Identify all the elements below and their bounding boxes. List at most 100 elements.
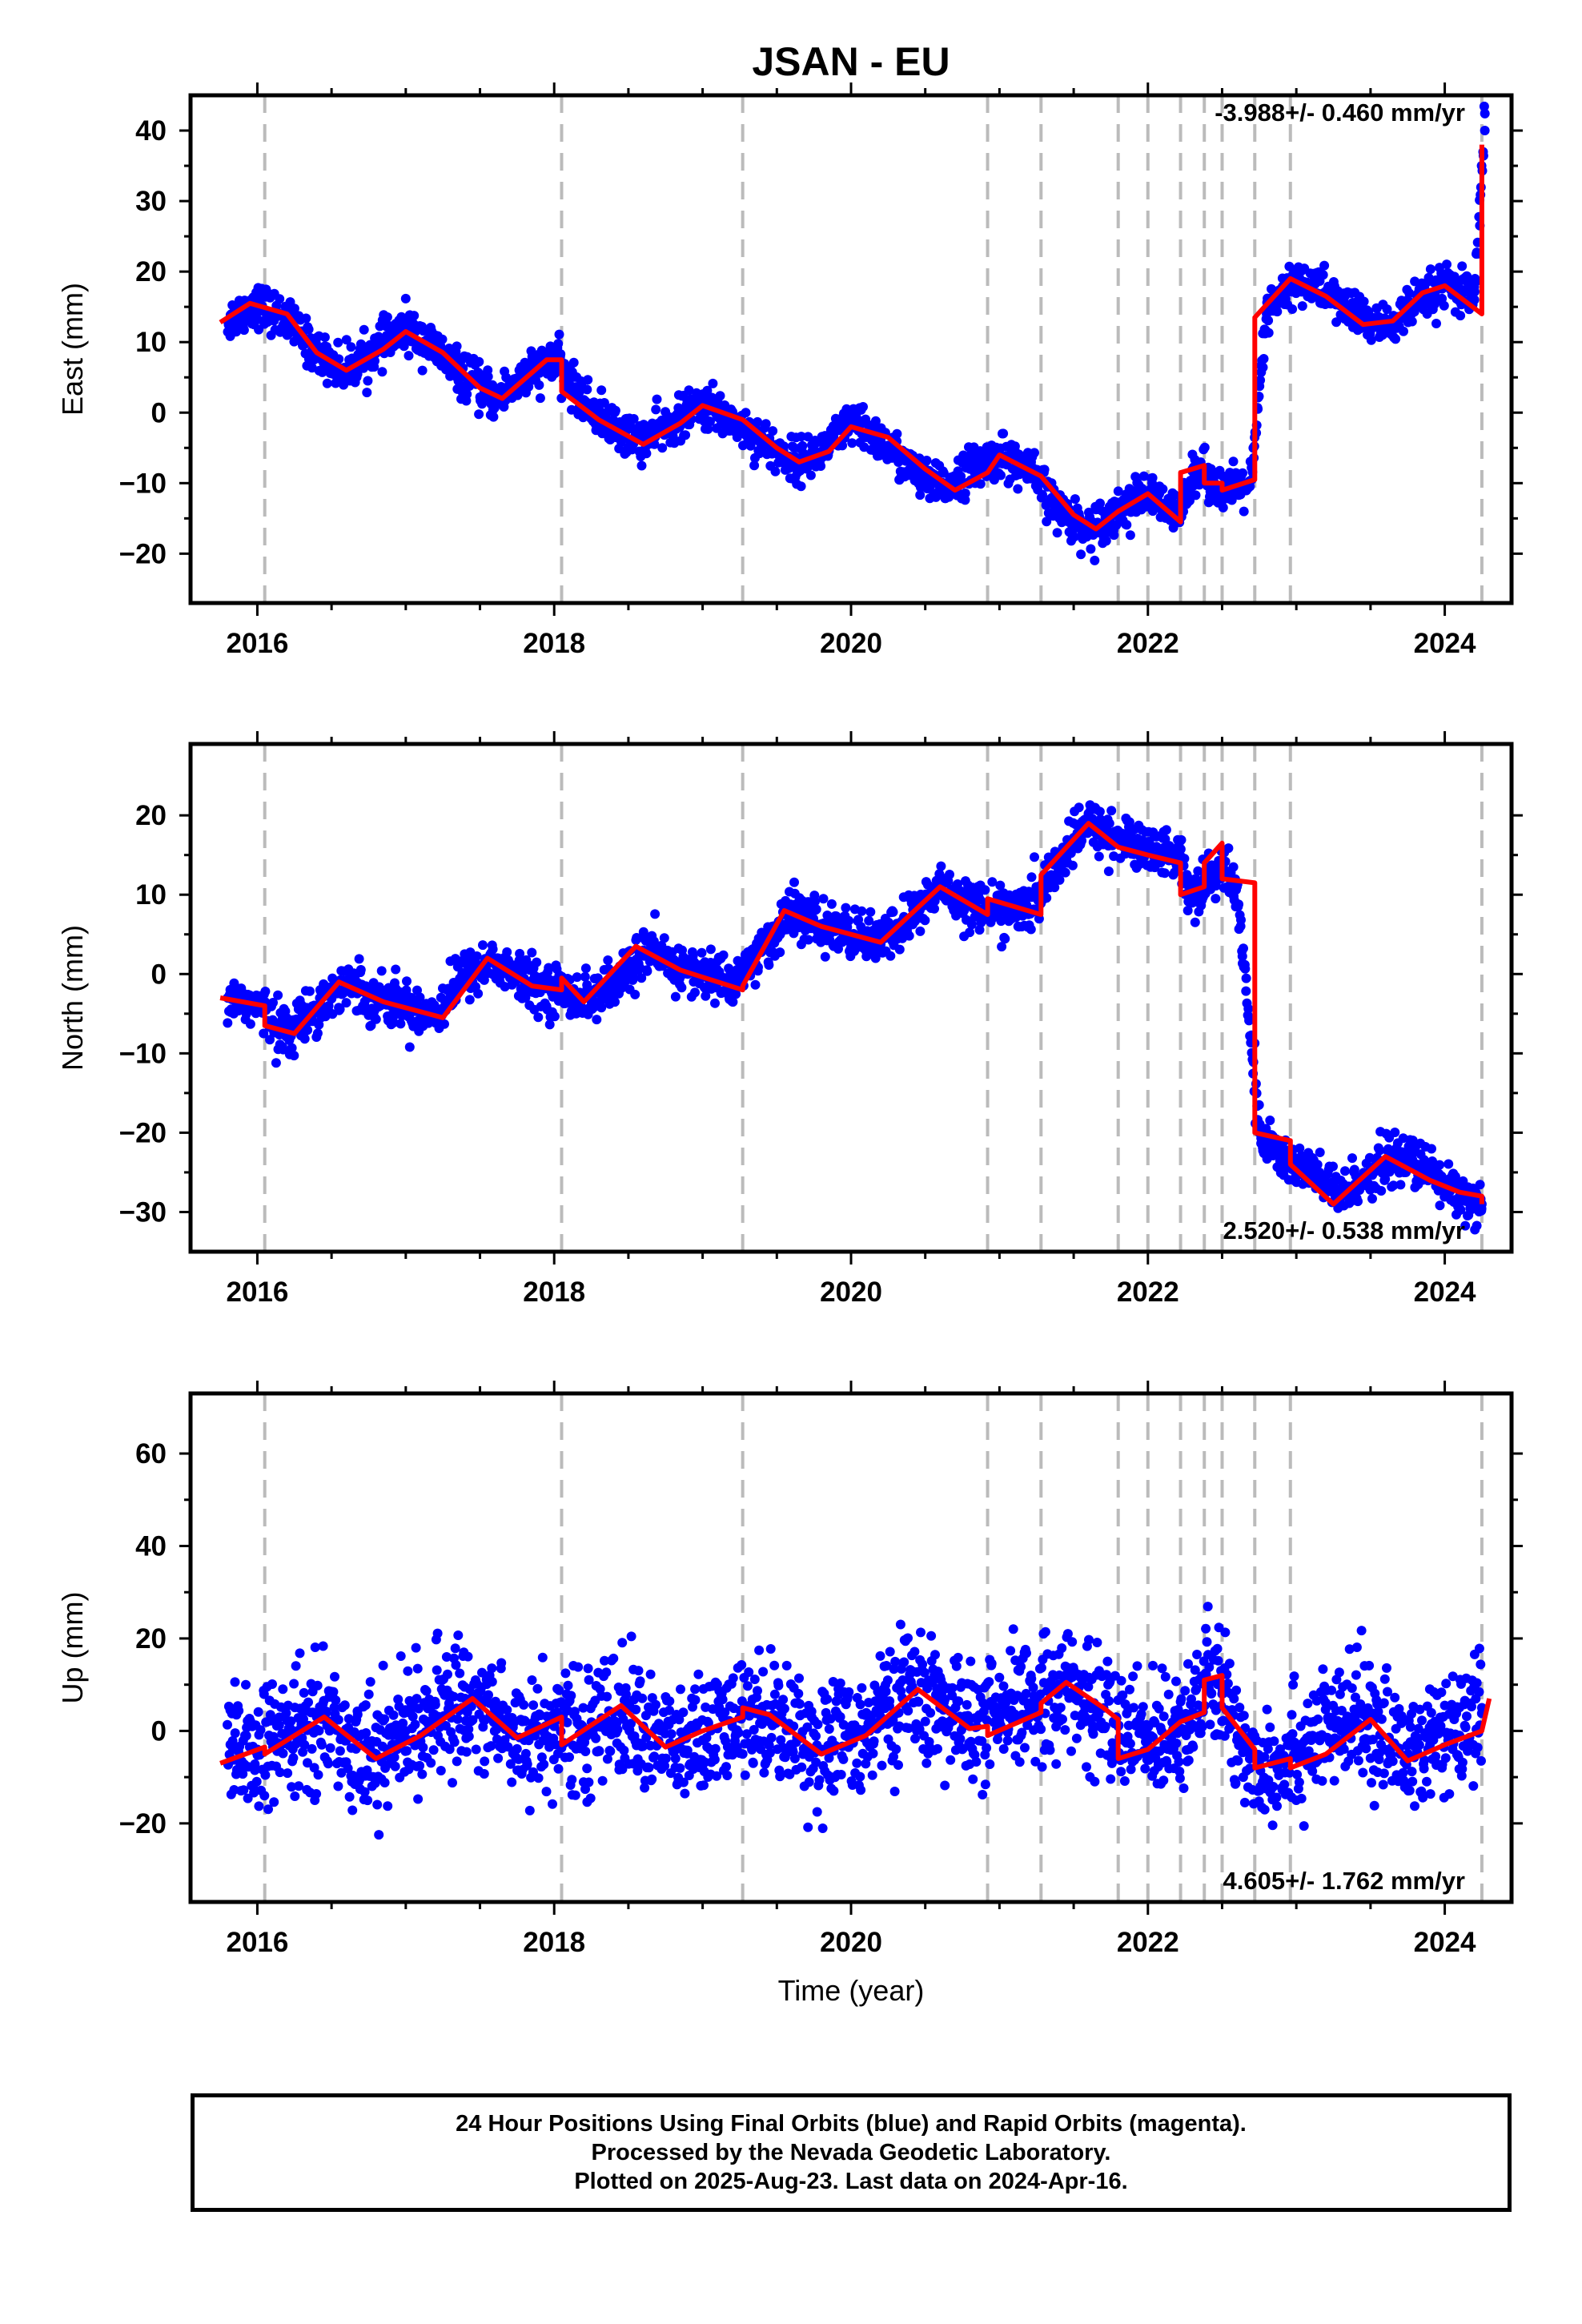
y-tick-label: −20 bbox=[119, 538, 167, 569]
data-point bbox=[1066, 848, 1076, 858]
data-point bbox=[677, 983, 687, 993]
data-point bbox=[1469, 295, 1480, 305]
data-point bbox=[259, 1791, 270, 1801]
data-point bbox=[1367, 1193, 1377, 1204]
data-point bbox=[718, 950, 729, 960]
data-point bbox=[608, 985, 619, 995]
data-point bbox=[974, 925, 985, 935]
data-point bbox=[339, 1700, 350, 1711]
data-point bbox=[486, 1741, 496, 1751]
data-point bbox=[1069, 532, 1079, 542]
data-point bbox=[488, 944, 498, 955]
data-point bbox=[450, 1643, 460, 1654]
data-point bbox=[360, 1700, 371, 1711]
data-point bbox=[362, 388, 372, 398]
data-point bbox=[1124, 817, 1134, 827]
data-point bbox=[1236, 915, 1246, 925]
data-point bbox=[1439, 300, 1449, 311]
data-point bbox=[582, 384, 592, 395]
data-point bbox=[299, 1034, 310, 1044]
data-point bbox=[359, 324, 369, 335]
data-point bbox=[323, 1759, 333, 1769]
data-point bbox=[1026, 924, 1036, 935]
data-point bbox=[464, 995, 475, 1005]
data-point bbox=[568, 357, 579, 368]
data-point bbox=[1287, 304, 1298, 314]
data-point bbox=[487, 1663, 497, 1674]
data-point bbox=[544, 963, 554, 973]
data-point bbox=[1240, 963, 1251, 974]
data-point bbox=[520, 1748, 531, 1759]
y-tick-label: 10 bbox=[135, 327, 167, 358]
data-point bbox=[382, 312, 392, 322]
data-point bbox=[1471, 276, 1481, 287]
data-point bbox=[789, 877, 799, 887]
data-point bbox=[1435, 1200, 1445, 1211]
data-point bbox=[870, 953, 881, 963]
data-point bbox=[389, 1752, 400, 1763]
data-point bbox=[223, 1719, 232, 1730]
data-point bbox=[502, 1705, 512, 1715]
data-point bbox=[239, 325, 249, 336]
data-point bbox=[309, 1763, 319, 1773]
data-point bbox=[596, 385, 607, 396]
data-point bbox=[796, 481, 806, 492]
data-point bbox=[1176, 834, 1186, 845]
data-point bbox=[628, 414, 639, 424]
data-point bbox=[477, 393, 488, 404]
data-point bbox=[1395, 1152, 1405, 1162]
data-point bbox=[402, 1746, 412, 1756]
data-point bbox=[253, 1707, 263, 1717]
data-point bbox=[1090, 555, 1100, 565]
data-point bbox=[965, 927, 975, 938]
data-point bbox=[741, 408, 751, 418]
data-point bbox=[610, 997, 620, 1007]
data-point bbox=[295, 1648, 305, 1659]
data-point bbox=[437, 334, 448, 344]
data-point bbox=[335, 1004, 345, 1015]
data-point bbox=[630, 989, 640, 999]
data-point bbox=[346, 342, 356, 352]
data-point bbox=[592, 1015, 602, 1025]
data-point bbox=[1376, 1186, 1387, 1196]
data-point bbox=[289, 304, 299, 314]
data-point bbox=[1147, 472, 1158, 483]
data-point bbox=[524, 382, 534, 392]
data-point bbox=[930, 903, 939, 914]
data-point bbox=[651, 404, 661, 415]
data-point bbox=[522, 1759, 532, 1769]
data-point bbox=[478, 940, 488, 951]
data-point bbox=[400, 293, 411, 304]
data-point bbox=[483, 372, 493, 382]
data-point bbox=[227, 1735, 238, 1746]
x-tick-label: 2024 bbox=[1414, 628, 1476, 659]
data-point bbox=[370, 356, 379, 366]
data-point bbox=[412, 1694, 422, 1704]
data-point bbox=[1407, 316, 1417, 327]
data-point bbox=[488, 412, 499, 422]
data-point bbox=[324, 1726, 335, 1736]
data-point bbox=[1026, 872, 1037, 883]
x-tick-label: 2018 bbox=[523, 1277, 585, 1308]
data-point bbox=[1070, 494, 1080, 505]
chart-canvas: JSAN - EU 2016 2018 2020 2022 2024−20−100102… bbox=[56, 39, 1523, 2007]
data-point bbox=[690, 987, 700, 998]
data-point bbox=[1122, 520, 1132, 530]
data-point bbox=[980, 885, 990, 895]
data-point bbox=[365, 1677, 375, 1687]
data-point bbox=[1315, 1148, 1325, 1157]
data-point bbox=[363, 376, 373, 386]
data-point bbox=[865, 907, 876, 917]
data-point bbox=[263, 1804, 273, 1815]
data-point bbox=[374, 1830, 384, 1840]
x-tick-label: 2020 bbox=[820, 628, 882, 659]
data-point bbox=[1238, 468, 1248, 478]
data-point bbox=[1228, 862, 1239, 872]
data-point bbox=[413, 1794, 424, 1804]
data-point bbox=[223, 1018, 233, 1028]
data-point bbox=[290, 1791, 300, 1801]
y-tick-label: 40 bbox=[135, 115, 167, 147]
data-point bbox=[355, 965, 366, 975]
data-point bbox=[321, 1707, 331, 1716]
data-point bbox=[728, 997, 738, 1007]
